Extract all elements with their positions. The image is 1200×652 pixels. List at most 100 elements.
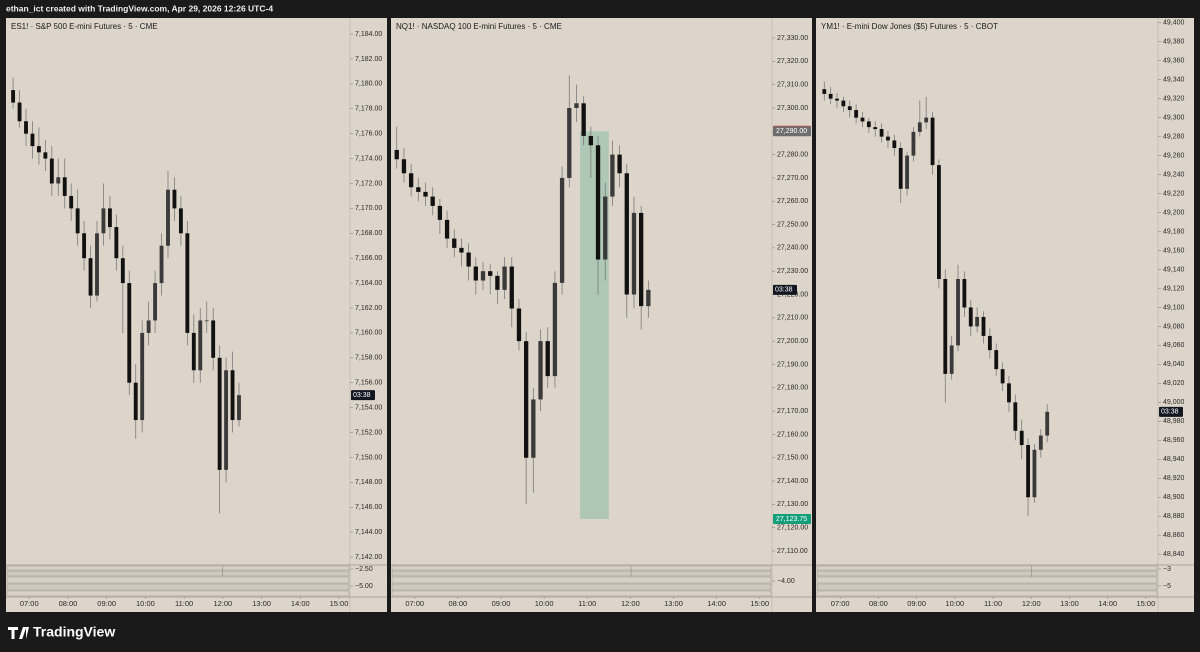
y-tick-label: 49,240 [1163, 171, 1185, 178]
y-tick-label: 27,200.00 [777, 338, 808, 345]
subpane-tick-label: −3 [1163, 566, 1171, 573]
y-tick-label: 7,166.00 [355, 255, 382, 262]
candle-body [480, 271, 486, 281]
y-tick-label: 7,174.00 [355, 155, 382, 162]
candle-body [120, 258, 125, 284]
candle-body [892, 140, 897, 149]
y-tick-label: 7,168.00 [355, 230, 382, 237]
x-tick-label: 08:00 [448, 599, 467, 608]
candle-body [538, 341, 543, 400]
candle-body [75, 208, 80, 234]
y-tick-label: 49,260 [1163, 152, 1185, 159]
candle-body [574, 103, 579, 108]
candle-body [101, 208, 106, 234]
x-tick-label: 08:00 [869, 599, 888, 608]
y-tick-label: 7,152.00 [355, 429, 382, 436]
y-tick-label: 7,162.00 [355, 305, 382, 312]
x-tick-label: 11:00 [578, 599, 596, 608]
y-tick-label: 49,200 [1163, 209, 1185, 216]
y-tick-label: 7,178.00 [355, 106, 382, 113]
candle-body [968, 307, 973, 327]
candle-body [166, 189, 170, 246]
x-tick-label: 10:00 [945, 599, 964, 608]
y-tick-label: 7,156.00 [355, 380, 382, 387]
x-tick-label: 15:00 [1137, 599, 1156, 608]
candle-body [509, 266, 514, 309]
x-tick-label: 08:00 [59, 599, 78, 608]
candle-body [854, 110, 859, 118]
candle-body [981, 316, 986, 336]
candle-body [191, 332, 196, 371]
x-tick-label: 15:00 [750, 599, 769, 608]
x-tick-label: 14:00 [291, 599, 310, 608]
x-tick-label: 13:00 [664, 599, 683, 608]
candle-body [198, 320, 203, 371]
candle-body [62, 177, 67, 196]
candle-body [394, 149, 399, 160]
candle-body [523, 341, 529, 458]
y-tick-label: 49,400 [1163, 20, 1185, 27]
subpane-tick-label: −5.00 [355, 583, 373, 590]
y-tick-label: 49,100 [1163, 304, 1185, 311]
candle-body [49, 158, 54, 184]
subpane-strip [391, 576, 772, 584]
candle-body [581, 103, 586, 136]
y-tick-label: 49,180 [1163, 228, 1185, 235]
candle-body [603, 196, 608, 260]
y-tick-label: 48,840 [1163, 551, 1185, 558]
candle-body [24, 121, 28, 134]
x-tick-label: 09:00 [492, 599, 511, 608]
y-tick-label: 49,340 [1163, 77, 1185, 84]
candle-body [975, 316, 980, 327]
subpane-tick-label: −4.00 [777, 578, 795, 585]
y-tick-label: 27,170.00 [777, 408, 808, 415]
candle-body [567, 107, 572, 178]
y-tick-label: 27,160.00 [777, 431, 808, 438]
candle-body [437, 205, 443, 220]
candle-body [860, 117, 865, 122]
candle-body [452, 238, 457, 248]
x-tick-label: 13:00 [1060, 599, 1079, 608]
y-tick-label: 7,172.00 [355, 180, 382, 187]
subpane-strip [816, 565, 1158, 571]
candle-body [224, 370, 229, 470]
subpane-strip [816, 590, 1158, 597]
y-tick-label: 7,158.00 [355, 355, 382, 362]
chart-title: YM1! · E-mini Dow Jones ($5) Futures · 5… [821, 22, 998, 31]
x-tick-label: 07:00 [20, 599, 39, 608]
box-high-label-bg [773, 126, 811, 137]
candle-body [185, 233, 190, 333]
y-tick-label: 27,130.00 [777, 501, 808, 508]
y-tick-label: 27,270.00 [777, 175, 808, 182]
candle-body [204, 320, 209, 322]
candle-body [552, 282, 558, 377]
candle-body [886, 136, 890, 141]
subpane-strip [391, 583, 772, 591]
y-tick-label: 27,320.00 [777, 58, 808, 65]
candle-body [1013, 402, 1018, 431]
pane-background [6, 18, 387, 612]
candle-body [11, 90, 16, 103]
y-tick-label: 27,110.00 [777, 548, 808, 555]
footer-logo [8, 627, 29, 639]
candle-body [1007, 383, 1011, 403]
subpane-strip [6, 565, 350, 571]
candle-body [841, 100, 846, 107]
y-tick-label: 27,150.00 [777, 455, 808, 462]
y-tick-label: 49,080 [1163, 323, 1185, 330]
candle-body [159, 245, 164, 284]
candle-body [962, 278, 967, 308]
y-tick-label: 7,144.00 [355, 529, 382, 536]
candle-body [416, 187, 421, 192]
subpane-strip [816, 583, 1158, 591]
y-tick-label: 49,160 [1163, 247, 1185, 254]
y-tick-label: 49,000 [1163, 399, 1185, 406]
x-tick-label: 11:00 [984, 599, 1002, 608]
candle-body [459, 247, 464, 253]
x-tick-label: 07:00 [831, 599, 850, 608]
chart-pane: YM1! · E-mini Dow Jones ($5) Futures · 5… [816, 18, 1194, 612]
candle-body [949, 345, 954, 374]
y-tick-label: 49,040 [1163, 361, 1185, 368]
y-tick-label: 7,160.00 [355, 330, 382, 337]
candle-body [828, 93, 833, 99]
